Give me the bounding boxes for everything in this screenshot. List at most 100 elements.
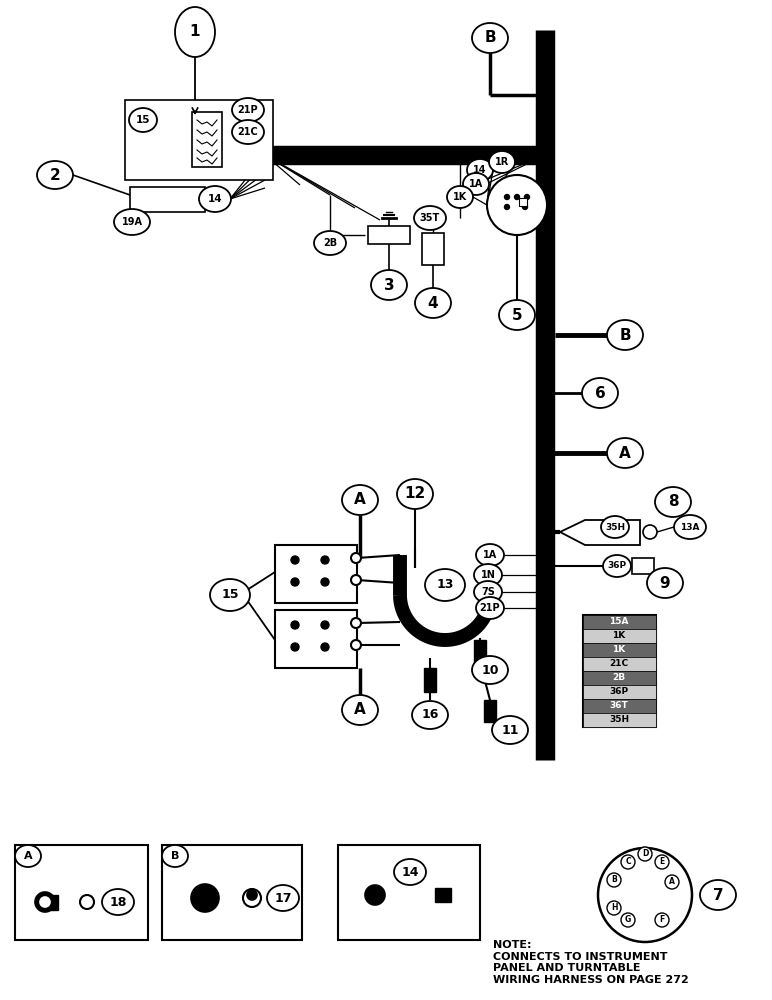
Ellipse shape: [492, 716, 528, 744]
Ellipse shape: [499, 300, 535, 330]
Text: A: A: [619, 446, 631, 460]
Ellipse shape: [425, 569, 465, 601]
Text: 35H: 35H: [605, 522, 625, 532]
Text: 3: 3: [384, 277, 394, 292]
Text: 21P: 21P: [479, 603, 500, 613]
Text: 8: 8: [668, 494, 679, 510]
Circle shape: [351, 575, 361, 585]
Ellipse shape: [607, 438, 643, 468]
Text: 2B: 2B: [323, 238, 337, 248]
Ellipse shape: [342, 485, 378, 515]
Circle shape: [607, 873, 621, 887]
Circle shape: [198, 891, 212, 905]
Text: 14: 14: [208, 194, 222, 204]
Text: A: A: [354, 702, 366, 718]
Ellipse shape: [232, 120, 264, 144]
Circle shape: [247, 890, 257, 900]
Text: B: B: [171, 851, 179, 861]
Ellipse shape: [114, 209, 150, 235]
Text: B: B: [619, 328, 631, 342]
Text: 36T: 36T: [610, 702, 628, 710]
Circle shape: [523, 205, 527, 210]
Text: E: E: [659, 857, 665, 866]
Polygon shape: [560, 520, 640, 545]
Circle shape: [321, 578, 329, 586]
Ellipse shape: [414, 206, 446, 230]
Ellipse shape: [447, 186, 473, 208]
Ellipse shape: [463, 173, 489, 195]
Ellipse shape: [582, 378, 618, 408]
Text: B: B: [484, 30, 496, 45]
Text: D: D: [642, 850, 648, 858]
Ellipse shape: [412, 701, 448, 729]
Bar: [583, 643, 656, 657]
Ellipse shape: [674, 515, 706, 539]
Circle shape: [321, 556, 329, 564]
Ellipse shape: [467, 159, 493, 181]
Text: 6: 6: [594, 385, 605, 400]
Circle shape: [291, 621, 299, 629]
Bar: [15, 845, 148, 940]
Bar: [583, 699, 656, 713]
Bar: [125, 100, 273, 180]
Text: 11: 11: [501, 724, 519, 736]
Text: 2: 2: [49, 167, 60, 182]
Circle shape: [607, 901, 621, 915]
Bar: [275, 610, 357, 668]
Circle shape: [80, 895, 94, 909]
Circle shape: [191, 884, 219, 912]
Text: H: H: [611, 904, 618, 912]
Bar: [583, 671, 656, 685]
Ellipse shape: [210, 579, 250, 611]
Circle shape: [598, 848, 692, 942]
Text: 14: 14: [473, 165, 487, 175]
Ellipse shape: [129, 108, 157, 132]
Ellipse shape: [700, 880, 736, 910]
Bar: [519, 198, 527, 206]
Ellipse shape: [394, 859, 426, 885]
Circle shape: [665, 875, 679, 889]
Circle shape: [351, 640, 361, 650]
Text: 4: 4: [428, 296, 438, 310]
Circle shape: [514, 194, 520, 200]
Ellipse shape: [476, 544, 504, 566]
Polygon shape: [45, 895, 58, 910]
Bar: [583, 657, 656, 671]
Text: 2B: 2B: [612, 674, 625, 682]
Circle shape: [351, 618, 361, 628]
Text: 35H: 35H: [609, 716, 629, 724]
Bar: [130, 187, 205, 212]
Text: 1N: 1N: [480, 570, 496, 580]
Ellipse shape: [647, 568, 683, 598]
Bar: [583, 615, 656, 727]
Text: 12: 12: [405, 487, 425, 502]
Text: 9: 9: [660, 576, 670, 590]
Circle shape: [351, 553, 361, 563]
Bar: [424, 668, 436, 692]
Text: 13A: 13A: [680, 522, 699, 532]
Bar: [583, 713, 656, 727]
Circle shape: [321, 621, 329, 629]
Bar: [422, 233, 444, 265]
Circle shape: [621, 855, 635, 869]
Text: 17: 17: [274, 892, 292, 904]
Ellipse shape: [314, 231, 346, 255]
Ellipse shape: [342, 695, 378, 725]
Text: 1A: 1A: [469, 179, 483, 189]
Ellipse shape: [175, 7, 215, 57]
Text: B: B: [611, 876, 617, 884]
Text: 19A: 19A: [121, 217, 143, 227]
Bar: [583, 685, 656, 699]
Text: 36P: 36P: [608, 562, 627, 570]
Ellipse shape: [474, 564, 502, 586]
Ellipse shape: [415, 288, 451, 318]
Text: 21C: 21C: [238, 127, 259, 137]
Bar: [474, 640, 486, 662]
Text: 21P: 21P: [238, 105, 259, 115]
Bar: [583, 615, 656, 629]
Text: A: A: [24, 851, 32, 861]
Ellipse shape: [655, 487, 691, 517]
Ellipse shape: [162, 845, 188, 867]
Text: A: A: [669, 878, 675, 886]
Circle shape: [35, 892, 55, 912]
